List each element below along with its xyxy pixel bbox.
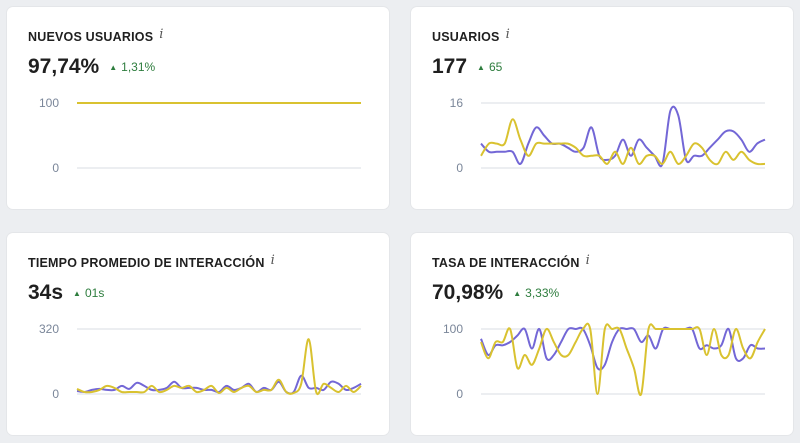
tick-label-min: 0 xyxy=(52,387,59,401)
line-chart: 100 0 xyxy=(443,322,766,401)
line-chart: 320 0 xyxy=(39,322,362,401)
line-chart: 16 0 xyxy=(450,96,766,175)
series-line-purple xyxy=(480,105,766,168)
up-arrow-icon: ▲ xyxy=(513,289,522,298)
metric-card-tasa-interaccion: TASA DE INTERACCIÓN i 70,98% ▲ 3,33% 100 0 xyxy=(411,233,793,435)
metric-card-nuevos-usuarios: NUEVOS USUARIOS i 97,74% ▲ 1,31% 100 0 xyxy=(7,7,389,209)
info-icon[interactable]: i xyxy=(585,253,590,268)
tick-label-min: 0 xyxy=(52,161,59,175)
card-title: USUARIOS xyxy=(432,30,500,44)
series-line-yellow xyxy=(76,338,362,395)
metric-delta: ▲ 3,33% xyxy=(513,286,559,300)
line-chart: 100 0 xyxy=(39,96,361,175)
card-title: TIEMPO PROMEDIO DE INTERACCIÓN xyxy=(28,256,265,270)
card-title: TASA DE INTERACCIÓN xyxy=(432,256,580,270)
metric-card-usuarios: USUARIOS i 177 ▲ 65 16 0 xyxy=(411,7,793,209)
tick-label-min: 0 xyxy=(456,161,463,175)
delta-value: 65 xyxy=(488,60,503,74)
up-arrow-icon: ▲ xyxy=(109,63,118,72)
delta-value: 3,33% xyxy=(525,286,560,300)
metric-card-tiempo-promedio: TIEMPO PROMEDIO DE INTERACCIÓN i 34s ▲ 01s … xyxy=(7,233,389,435)
tick-label-max: 320 xyxy=(39,322,59,336)
metric-value: 177 xyxy=(432,55,468,78)
info-icon[interactable]: i xyxy=(270,253,275,268)
metric-delta: ▲ 1,31% xyxy=(109,60,155,74)
info-icon[interactable]: i xyxy=(505,27,510,42)
delta-value: 01s xyxy=(84,286,105,300)
info-icon[interactable]: i xyxy=(159,27,164,42)
metric-value: 70,98% xyxy=(432,281,504,304)
metric-value: 34s xyxy=(28,281,64,304)
series-line-yellow xyxy=(480,118,766,166)
metric-delta: ▲ 65 xyxy=(477,60,502,74)
up-arrow-icon: ▲ xyxy=(477,63,485,72)
up-arrow-icon: ▲ xyxy=(73,289,81,298)
tick-label-min: 0 xyxy=(456,387,463,401)
card-title: NUEVOS USUARIOS xyxy=(28,30,154,44)
series-line-yellow xyxy=(480,322,766,397)
delta-value: 1,31% xyxy=(121,60,156,74)
metric-value: 97,74% xyxy=(28,55,100,78)
tick-label-max: 16 xyxy=(450,96,464,110)
series-line-purple xyxy=(480,326,766,371)
metric-delta: ▲ 01s xyxy=(73,286,104,300)
tick-label-max: 100 xyxy=(39,96,59,110)
tick-label-max: 100 xyxy=(443,322,463,336)
